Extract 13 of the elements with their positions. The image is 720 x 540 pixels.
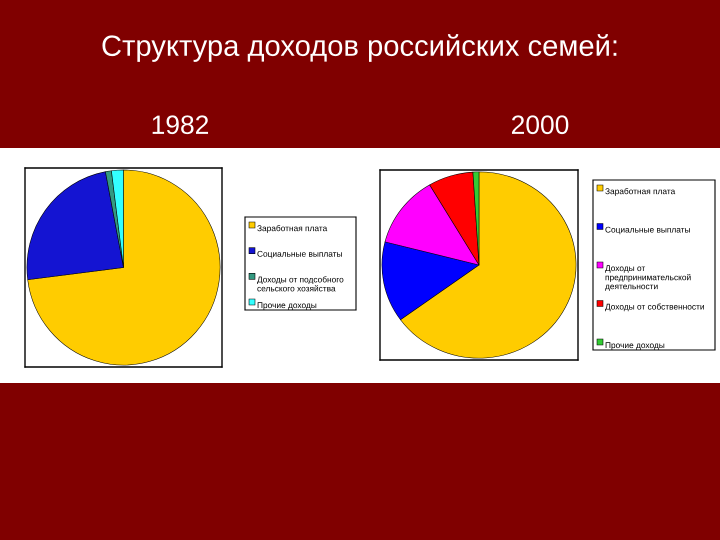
legend-label: Прочие доходы: [606, 342, 664, 350]
legend-label: Заработная плата: [605, 188, 676, 196]
legend-label: Доходы от подсобного сельского хозяйства: [257, 276, 344, 292]
legend-label: Социальные выплаты: [605, 226, 690, 234]
legend-label: Заработная плата: [257, 225, 328, 233]
legend-label: Доходы от собственности: [605, 303, 704, 312]
legend-label: Прочие доходы: [258, 302, 316, 310]
legend-label: Доходы от предпринимательской деятельности: [605, 265, 691, 291]
legend-label: Социальные выплаты: [257, 250, 342, 258]
chart-title: 2000: [512, 115, 568, 134]
pie-slice: [27, 170, 220, 366]
chart-title: 1982: [152, 115, 208, 134]
text: Структура доходов российских семей:: [102, 34, 616, 62]
